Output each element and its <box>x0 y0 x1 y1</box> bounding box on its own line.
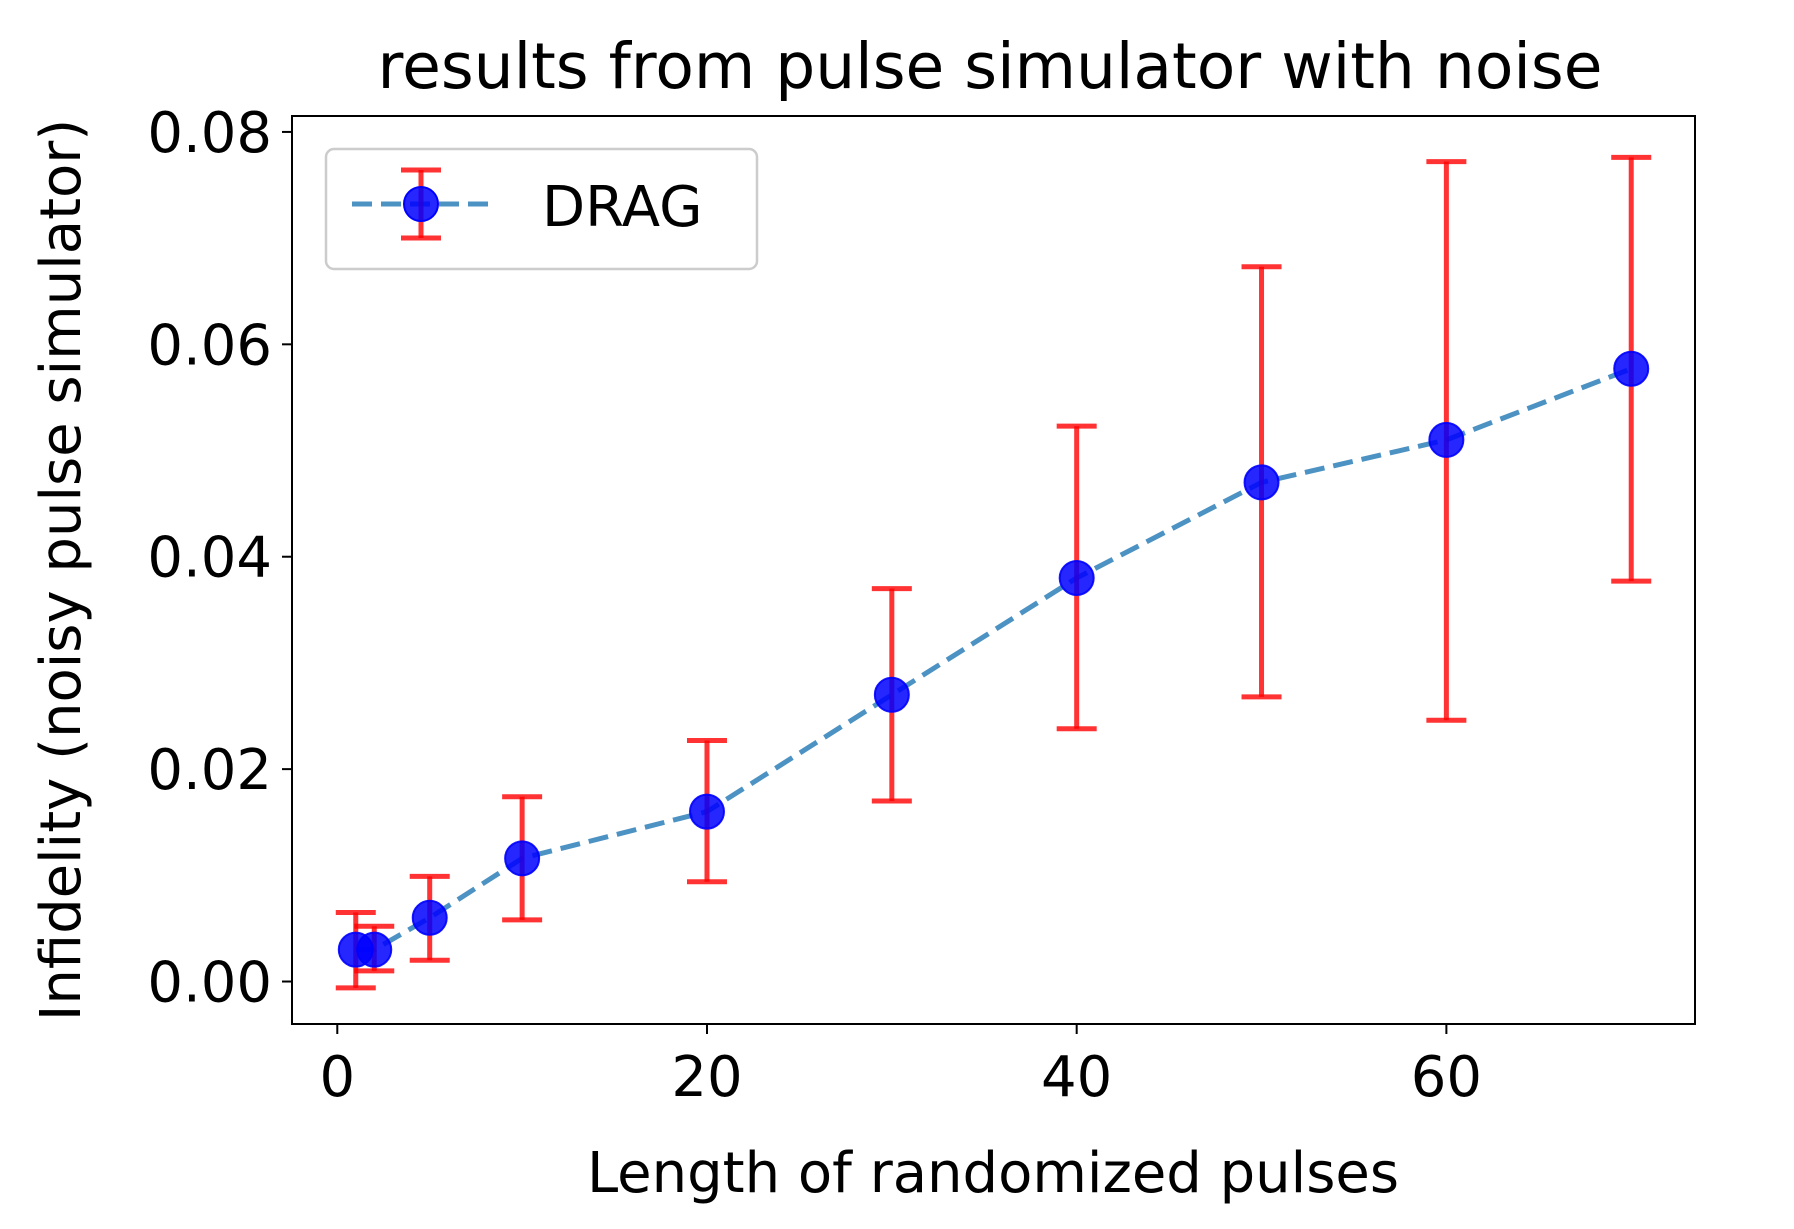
data-point <box>873 676 910 713</box>
x-tick-label: 40 <box>1041 1045 1112 1110</box>
x-tick-label: 60 <box>1411 1045 1482 1110</box>
y-axis-label: Infidelity (noisy pulse simulator) <box>29 119 94 1021</box>
data-point <box>504 840 541 877</box>
data-point <box>688 793 725 830</box>
plot-area <box>335 154 1652 991</box>
x-tick-label: 20 <box>671 1045 742 1110</box>
x-axis-label: Length of randomized pulses <box>587 1141 1399 1206</box>
data-point <box>1243 464 1280 501</box>
y-tick-label: 0.00 <box>147 951 272 1016</box>
x-axis: 0 20 40 60 <box>319 1024 1482 1110</box>
y-tick-label: 0.08 <box>147 101 272 166</box>
y-tick-label: 0.06 <box>147 313 272 378</box>
data-point <box>1428 421 1465 458</box>
legend-label-drag: DRAG <box>542 175 702 240</box>
y-tick-label: 0.02 <box>147 738 272 803</box>
legend-handle-drag <box>352 167 488 241</box>
data-point <box>1058 559 1095 596</box>
axes-frame <box>291 115 1696 1025</box>
y-axis: 0.00 0.02 0.04 0.06 0.08 <box>147 101 292 1016</box>
legend: DRAG <box>324 147 759 271</box>
data-point <box>1613 350 1650 387</box>
data-point <box>411 899 448 936</box>
x-tick-label: 0 <box>319 1045 355 1110</box>
legend-marker-sample <box>403 186 439 222</box>
data-point <box>356 931 393 968</box>
chart-title: results from pulse simulator with noise <box>378 30 1603 103</box>
y-tick-label: 0.04 <box>147 526 272 591</box>
